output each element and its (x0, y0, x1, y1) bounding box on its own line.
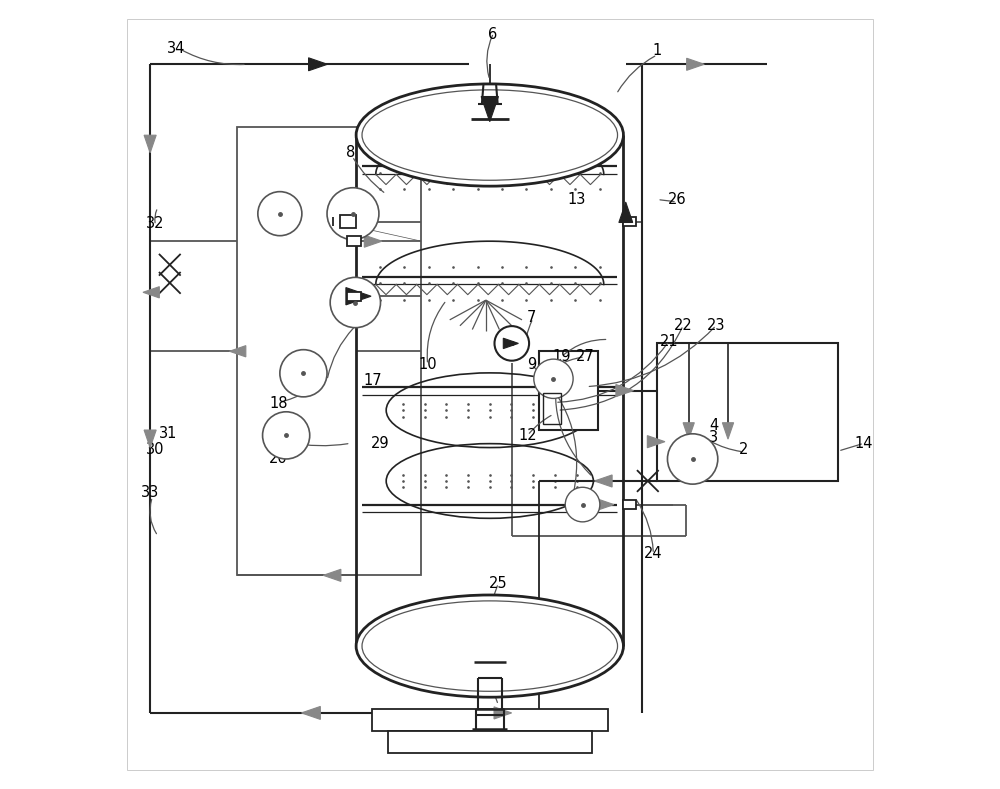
Text: 14: 14 (855, 436, 873, 451)
Text: 8: 8 (346, 145, 355, 160)
Polygon shape (323, 570, 341, 581)
Text: 7: 7 (527, 310, 536, 325)
Circle shape (258, 192, 302, 236)
Bar (372, 709, 608, 731)
Polygon shape (619, 202, 633, 222)
Text: 35: 35 (341, 192, 360, 207)
Polygon shape (346, 287, 371, 305)
Text: 27: 27 (576, 350, 594, 365)
Polygon shape (687, 58, 704, 70)
Text: 9: 9 (527, 357, 536, 372)
Text: 10: 10 (418, 357, 437, 372)
Ellipse shape (356, 84, 623, 186)
Polygon shape (144, 135, 156, 153)
Circle shape (494, 326, 529, 361)
Circle shape (330, 278, 380, 327)
Text: 2: 2 (739, 442, 748, 457)
Text: 11: 11 (300, 357, 319, 372)
Bar (237, 127, 421, 575)
Polygon shape (647, 436, 665, 447)
Text: 29: 29 (371, 436, 390, 451)
Ellipse shape (362, 601, 618, 691)
Text: 16: 16 (568, 159, 586, 174)
Bar (623, 217, 636, 226)
Ellipse shape (356, 595, 623, 697)
Bar (347, 237, 361, 246)
Text: 20: 20 (269, 451, 288, 466)
Text: 26: 26 (668, 192, 686, 207)
Text: 1: 1 (653, 43, 662, 58)
Polygon shape (301, 706, 320, 720)
Text: 31: 31 (159, 426, 177, 441)
Bar (623, 500, 636, 509)
Text: 21: 21 (660, 334, 678, 349)
Circle shape (327, 188, 379, 240)
Bar (388, 731, 592, 753)
Circle shape (263, 412, 310, 459)
Text: 25: 25 (489, 576, 508, 591)
Text: 19: 19 (552, 350, 571, 365)
Text: 6: 6 (488, 27, 497, 42)
Text: 33: 33 (141, 485, 159, 500)
Text: 23: 23 (707, 318, 725, 333)
Text: 17: 17 (363, 373, 382, 388)
Polygon shape (616, 384, 634, 397)
Text: 24: 24 (644, 546, 663, 561)
Polygon shape (364, 235, 382, 247)
Bar (657, 343, 838, 481)
Polygon shape (144, 430, 156, 447)
Polygon shape (494, 707, 512, 719)
Text: 28: 28 (697, 451, 716, 466)
Text: 18: 18 (269, 396, 288, 411)
Text: 32: 32 (146, 215, 165, 230)
Bar (340, 215, 356, 228)
Polygon shape (503, 338, 518, 349)
Circle shape (667, 434, 718, 484)
Polygon shape (309, 58, 327, 71)
Bar (539, 351, 598, 430)
Text: 22: 22 (674, 318, 693, 333)
Ellipse shape (362, 90, 618, 180)
Text: 13: 13 (568, 192, 586, 207)
Text: 30: 30 (146, 442, 165, 457)
Polygon shape (595, 475, 612, 487)
Text: 4: 4 (709, 418, 718, 433)
Circle shape (280, 350, 327, 397)
Polygon shape (481, 96, 498, 122)
Polygon shape (596, 499, 614, 510)
Text: 34: 34 (167, 41, 185, 56)
Text: 12: 12 (518, 428, 537, 443)
Polygon shape (143, 286, 159, 298)
Circle shape (534, 359, 573, 398)
Text: 3: 3 (709, 430, 718, 445)
Polygon shape (683, 423, 694, 439)
Polygon shape (722, 423, 734, 439)
Circle shape (565, 488, 600, 522)
Bar (347, 291, 361, 301)
Polygon shape (229, 346, 246, 357)
Bar (543, 393, 561, 424)
